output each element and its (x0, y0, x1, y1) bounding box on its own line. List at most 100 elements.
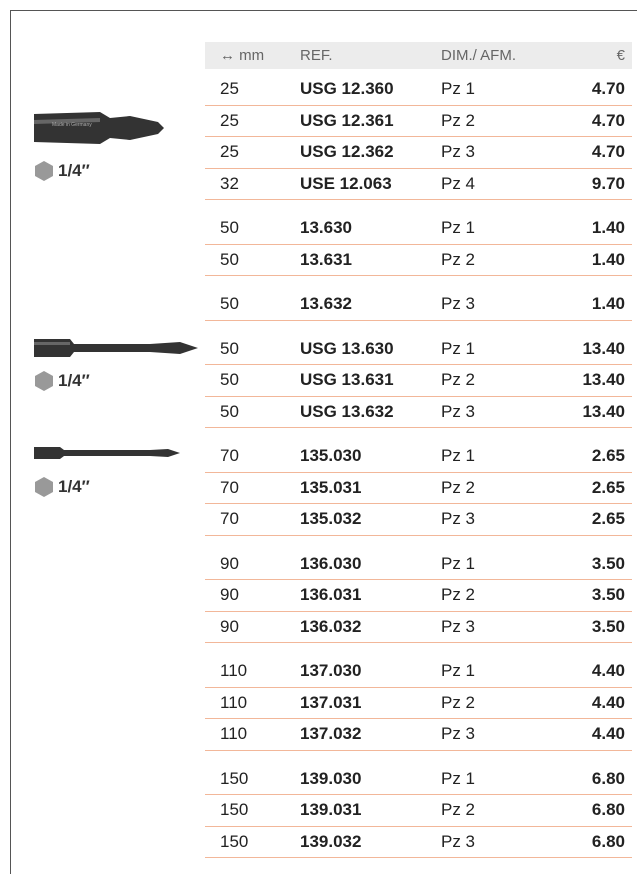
price-cell: 13.40 (582, 370, 625, 390)
price-cell: 4.70 (592, 111, 625, 131)
price-cell: 9.70 (592, 174, 625, 194)
dim-cell: Pz 3 (441, 832, 475, 852)
dim-cell: Pz 3 (441, 142, 475, 162)
length-cell: 70 (220, 478, 239, 498)
row-rule (205, 472, 632, 473)
ref-cell: 136.031 (300, 585, 361, 605)
header-cell: € (617, 47, 625, 64)
bit-image: Made in Germany (30, 108, 170, 148)
dim-cell: Pz 2 (441, 250, 475, 270)
length-cell: 150 (220, 769, 248, 789)
row-rule (205, 396, 632, 397)
ref-cell: 139.032 (300, 832, 361, 852)
length-cell: 32 (220, 174, 239, 194)
dim-cell: Pz 2 (441, 111, 475, 131)
row-rule (205, 427, 632, 428)
ref-cell: 135.030 (300, 446, 361, 466)
row-rule (205, 275, 632, 276)
row-rule (205, 642, 632, 643)
price-cell: 4.70 (592, 79, 625, 99)
ref-cell: 13.630 (300, 218, 352, 238)
length-cell: 25 (220, 79, 239, 99)
price-cell: 13.40 (582, 339, 625, 359)
length-cell: 110 (220, 693, 247, 713)
ref-cell: 13.631 (300, 250, 352, 270)
dim-cell: Pz 3 (441, 294, 475, 314)
length-cell: 50 (220, 339, 239, 359)
frame (10, 10, 11, 874)
price-cell: 6.80 (592, 800, 625, 820)
price-cell: 3.50 (592, 585, 625, 605)
price-cell: 2.65 (592, 509, 625, 529)
ref-cell: USG 13.631 (300, 370, 394, 390)
dim-cell: Pz 3 (441, 617, 475, 637)
dim-cell: Pz 3 (441, 402, 475, 422)
ref-cell: USG 13.632 (300, 402, 394, 422)
ref-cell: USE 12.063 (300, 174, 392, 194)
price-cell: 6.80 (592, 769, 625, 789)
length-cell: 25 (220, 142, 239, 162)
bit-image (30, 444, 185, 462)
row-rule (205, 244, 632, 245)
dim-cell: Pz 1 (441, 769, 475, 789)
dim-cell: Pz 2 (441, 585, 475, 605)
row-rule (205, 168, 632, 169)
hex-icon (33, 160, 55, 182)
dim-cell: Pz 1 (441, 79, 475, 99)
price-cell: 4.70 (592, 142, 625, 162)
ref-cell: 137.031 (300, 693, 361, 713)
length-cell: 150 (220, 832, 248, 852)
row-rule (205, 611, 632, 612)
dim-cell: Pz 1 (441, 554, 475, 574)
dim-cell: Pz 2 (441, 370, 475, 390)
price-cell: 13.40 (582, 402, 625, 422)
row-rule (205, 105, 632, 106)
length-cell: 70 (220, 509, 239, 529)
dim-cell: Pz 3 (441, 724, 475, 744)
price-cell: 6.80 (592, 832, 625, 852)
length-cell: 90 (220, 554, 239, 574)
ref-cell: 139.030 (300, 769, 361, 789)
ref-cell: 135.032 (300, 509, 361, 529)
dim-cell: Pz 4 (441, 174, 475, 194)
row-rule (205, 826, 632, 827)
price-cell: 4.40 (592, 693, 625, 713)
page: {"header": {"columns": ["↔ mm", "REF.", … (0, 0, 637, 874)
ref-cell: USG 12.362 (300, 142, 394, 162)
ref-cell: 139.031 (300, 800, 361, 820)
row-rule (205, 687, 632, 688)
ref-cell: USG 12.360 (300, 79, 394, 99)
length-cell: 50 (220, 294, 239, 314)
row-rule (205, 503, 632, 504)
price-cell: 2.65 (592, 446, 625, 466)
dim-cell: Pz 3 (441, 509, 475, 529)
dim-cell: Pz 1 (441, 661, 475, 681)
row-rule (205, 364, 632, 365)
row-rule (205, 535, 632, 536)
row-rule (205, 320, 632, 321)
ref-cell: USG 13.630 (300, 339, 394, 359)
length-cell: 90 (220, 617, 239, 637)
hex-size-label: 1/4″ (58, 477, 90, 497)
bit-image (30, 336, 205, 360)
length-cell: 110 (220, 661, 247, 681)
length-cell: 50 (220, 218, 239, 238)
hex-size-label: 1/4″ (58, 161, 90, 181)
ref-cell: 136.030 (300, 554, 361, 574)
dim-cell: Pz 1 (441, 339, 475, 359)
row-rule (205, 718, 632, 719)
ref-cell: 137.030 (300, 661, 361, 681)
header-cell: REF. (300, 47, 333, 64)
price-cell: 4.40 (592, 724, 625, 744)
dim-cell: Pz 1 (441, 446, 475, 466)
length-cell: 90 (220, 585, 239, 605)
dim-cell: Pz 2 (441, 693, 475, 713)
length-cell: 50 (220, 370, 239, 390)
price-cell: 1.40 (592, 218, 625, 238)
bit-marking: Made in Germany (52, 122, 92, 128)
length-cell: 25 (220, 111, 239, 131)
ref-cell: 136.032 (300, 617, 361, 637)
ref-cell: USG 12.361 (300, 111, 394, 131)
price-cell: 1.40 (592, 294, 625, 314)
ref-cell: 135.031 (300, 478, 361, 498)
